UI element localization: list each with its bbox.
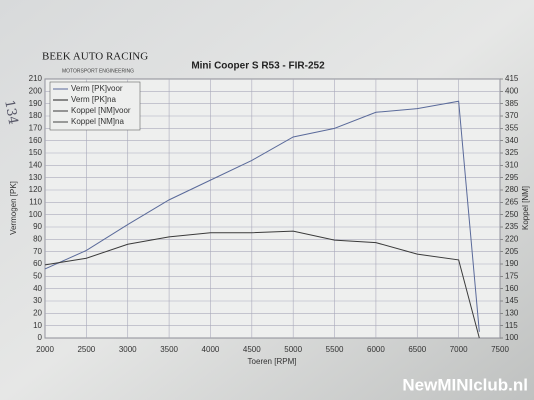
x-tick-label: 6500	[408, 345, 426, 354]
y-tick-label: 210	[29, 74, 43, 83]
y2-axis-title: Koppel [NM]	[521, 186, 530, 230]
y-tick-label: 30	[33, 296, 42, 305]
x-tick-label: 4000	[202, 345, 220, 354]
y-tick-label: 10	[33, 321, 42, 330]
y2-tick-label: 340	[505, 136, 519, 145]
series-line	[44, 230, 480, 339]
x-tick-label: 3000	[119, 345, 137, 354]
x-axis-title: Toeren [RPM]	[248, 357, 297, 366]
x-tick-label: 7000	[450, 345, 468, 354]
y-tick-label: 120	[29, 185, 43, 194]
legend-label: Verm [PK]voor	[71, 84, 123, 93]
y2-tick-label: 235	[505, 222, 519, 231]
y-tick-label: 80	[33, 234, 42, 243]
y2-tick-label: 265	[505, 197, 519, 206]
y2-tick-label: 415	[505, 74, 519, 83]
y2-tick-label: 295	[505, 173, 519, 182]
y-tick-label: 50	[33, 271, 42, 280]
y2-tick-label: 310	[505, 160, 519, 169]
y-tick-label: 40	[33, 284, 42, 293]
x-tick-label: 7500	[491, 345, 509, 354]
watermark: NewMINIclub.nl	[402, 375, 528, 394]
y2-tick-label: 400	[505, 86, 519, 95]
y2-tick-label: 145	[505, 296, 519, 305]
logo-name: BEEK AUTO RACING	[42, 51, 148, 63]
x-tick-label: 5500	[326, 345, 344, 354]
y2-tick-label: 280	[505, 185, 519, 194]
chart-title: Mini Cooper S R53 - FIR-252	[191, 61, 325, 72]
y-tick-label: 150	[29, 148, 43, 157]
y2-tick-label: 160	[505, 284, 519, 293]
y-tick-label: 20	[33, 308, 42, 317]
y-tick-label: 70	[33, 247, 42, 256]
y2-tick-label: 220	[505, 234, 519, 243]
y2-tick-label: 355	[505, 123, 519, 132]
logo-tagline: MOTORSPORT ENGINEERING	[62, 68, 134, 74]
y-tick-label: 140	[29, 160, 43, 169]
y2-tick-label: 250	[505, 210, 519, 219]
y-tick-label: 170	[29, 123, 43, 132]
legend-label: Koppel [NM]voor	[71, 106, 131, 115]
y-tick-label: 190	[29, 99, 43, 108]
y-tick-label: 60	[33, 259, 42, 268]
x-tick-label: 2500	[77, 345, 95, 354]
y2-tick-label: 115	[505, 321, 518, 330]
y-tick-label: 100	[29, 210, 43, 219]
legend-label: Verm [PK]na	[71, 95, 116, 104]
y2-tick-label: 175	[505, 271, 519, 280]
y2-tick-label: 370	[505, 111, 519, 120]
y2-tick-label: 100	[505, 333, 519, 342]
y2-tick-label: 325	[505, 148, 519, 157]
y-tick-label: 200	[29, 86, 43, 95]
y-tick-label: 130	[29, 173, 43, 182]
y-tick-label: 160	[29, 136, 43, 145]
handwritten-note: 134	[1, 99, 20, 126]
y2-tick-label: 385	[505, 99, 519, 108]
x-tick-label: 6000	[367, 345, 385, 354]
x-tick-label: 3500	[160, 345, 178, 354]
y-tick-label: 180	[29, 111, 43, 120]
legend-label: Koppel [NM]na	[71, 117, 124, 126]
x-tick-label: 2000	[36, 345, 54, 354]
series-line	[44, 100, 480, 332]
y-tick-label: 110	[29, 197, 42, 206]
y-tick-label: 0	[38, 333, 43, 342]
y-tick-label: 90	[33, 222, 42, 231]
y2-tick-label: 190	[505, 259, 519, 268]
y-axis-title: Vermogen [PK]	[9, 181, 18, 235]
y2-tick-label: 205	[505, 247, 519, 256]
x-tick-label: 5000	[284, 345, 302, 354]
x-tick-label: 4500	[243, 345, 261, 354]
y2-tick-label: 130	[505, 308, 519, 317]
